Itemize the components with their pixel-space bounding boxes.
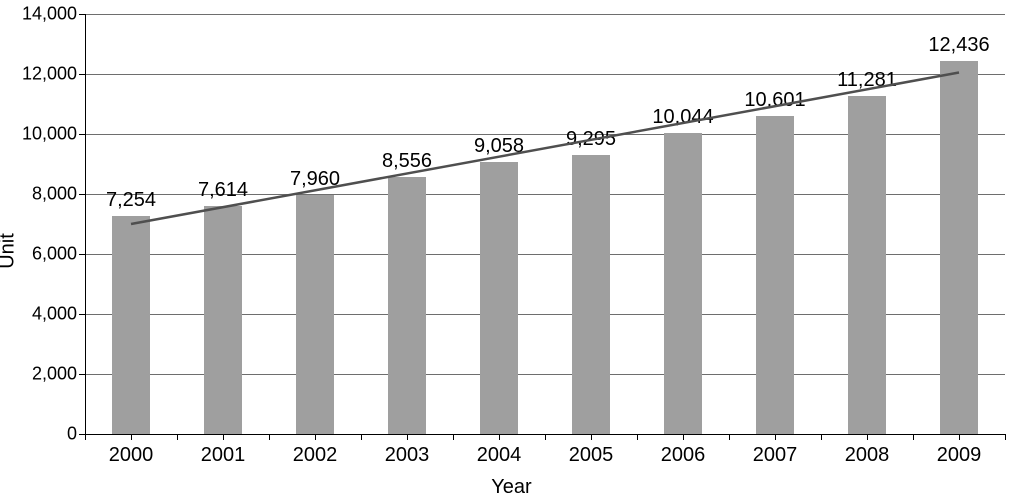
x-tick-label: 2002 [293,444,338,467]
x-boundary-tick [913,434,914,440]
x-tick-label: 2007 [753,444,798,467]
x-tick-mark [683,434,684,440]
trendline [85,14,1005,434]
x-boundary-tick [1005,434,1006,440]
y-tick-label: 12,000 [22,64,77,85]
x-tick-label: 2004 [477,444,522,467]
x-tick-label: 2000 [109,444,154,467]
x-tick-mark [315,434,316,440]
x-tick-mark [775,434,776,440]
x-boundary-tick [821,434,822,440]
x-tick-label: 2003 [385,444,430,467]
x-tick-label: 2005 [569,444,614,467]
x-tick-label: 2009 [937,444,982,467]
y-tick-label: 2,000 [32,364,77,385]
x-boundary-tick [729,434,730,440]
x-tick-mark [959,434,960,440]
x-tick-label: 2001 [201,444,246,467]
x-boundary-tick [177,434,178,440]
x-boundary-tick [85,434,86,440]
x-boundary-tick [545,434,546,440]
y-tick-label: 6,000 [32,244,77,265]
x-tick-mark [499,434,500,440]
x-tick-mark [223,434,224,440]
x-tick-mark [867,434,868,440]
x-axis-label: Year [491,476,531,499]
x-boundary-tick [269,434,270,440]
x-tick-mark [131,434,132,440]
x-tick-label: 2006 [661,444,706,467]
y-axis-label: Unit [0,233,20,269]
y-tick-label: 4,000 [32,304,77,325]
plot-area: 02,0004,0006,0008,00010,00012,00014,0007… [85,14,1005,434]
y-tick-label: 0 [67,424,77,445]
y-tick-label: 10,000 [22,124,77,145]
x-tick-label: 2008 [845,444,890,467]
x-boundary-tick [637,434,638,440]
unit-by-year-chart: Unit Year 02,0004,0006,0008,00010,00012,… [0,0,1023,501]
x-boundary-tick [361,434,362,440]
x-tick-mark [591,434,592,440]
x-tick-mark [407,434,408,440]
y-tick-label: 14,000 [22,4,77,25]
x-boundary-tick [453,434,454,440]
y-tick-label: 8,000 [32,184,77,205]
